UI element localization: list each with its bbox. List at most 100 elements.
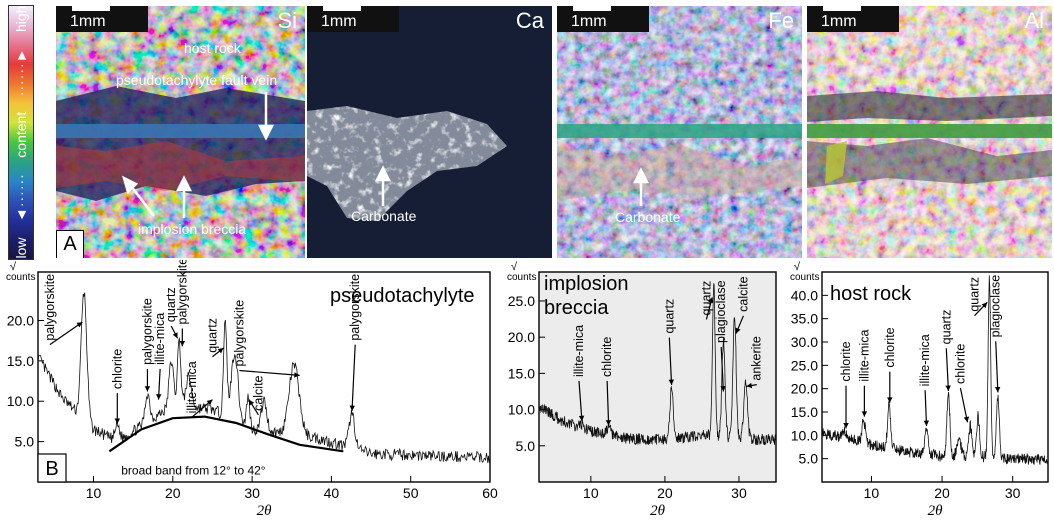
chart-title: implosion	[544, 273, 628, 295]
xrd-trace	[538, 283, 777, 446]
scale-bar: 1mm	[557, 6, 649, 32]
y-axis-label: counts	[6, 272, 35, 283]
x-tick-label: 50	[403, 485, 419, 501]
peak-arrow	[945, 348, 950, 392]
y-tick-label: 20.0	[508, 329, 535, 345]
peak-arrowhead	[294, 372, 300, 378]
peak-label: illite-mica	[918, 334, 932, 386]
y-axis-root-symbol: √	[511, 261, 518, 273]
peak-arrow	[924, 390, 928, 427]
peak-arrowhead	[735, 327, 741, 334]
peak-arrow	[668, 337, 673, 385]
y-tick-label: 15.0	[7, 353, 34, 369]
peak-label: plagioclase	[714, 280, 728, 343]
content-colorbar: low ◄······ content ······► high	[8, 5, 34, 260]
peak-arrowhead	[994, 386, 1001, 393]
peak-arrowhead	[861, 411, 868, 417]
peak-label: chlorite	[600, 337, 614, 377]
colorbar-content-label: content	[13, 111, 29, 158]
si-arrows	[122, 92, 275, 218]
peak-arrowhead	[156, 394, 162, 400]
peak-arrowhead	[114, 418, 121, 424]
peak-arrowhead	[349, 405, 355, 411]
scale-bar-label: 1mm	[821, 13, 857, 30]
peak-arrow	[606, 380, 610, 426]
peak-label: palygorskite	[348, 274, 362, 341]
scale-bar: 1mm	[307, 6, 399, 32]
peak-arrowhead	[720, 386, 726, 392]
x-tick-label: 20	[934, 485, 950, 501]
chart-title: breccia	[544, 297, 609, 319]
peak-label: illite-mica	[857, 330, 871, 382]
y-tick-label: 40.0	[791, 287, 818, 303]
y-tick-label: 5.0	[799, 451, 819, 467]
x-tick-label: 30	[244, 485, 260, 501]
peak-arrowhead	[668, 379, 675, 385]
peak-arrowhead	[206, 399, 213, 406]
peak-label: palygorskite	[175, 260, 189, 325]
element-label-ca: Ca	[515, 8, 544, 33]
colorbar-high-label: high	[13, 5, 29, 32]
x-tick-label: 60	[482, 485, 498, 501]
broad-band-curve	[108, 415, 344, 453]
peak-arrowhead	[746, 382, 753, 389]
x-axis-label: 2θ	[928, 503, 944, 519]
peak-arrowhead	[217, 347, 224, 354]
scale-bar: 1mm	[807, 6, 899, 32]
peak-arrow	[351, 344, 356, 411]
fe-arrow	[632, 167, 650, 206]
peak-label: quartz	[699, 281, 713, 316]
peak-label: chlorite	[839, 341, 853, 381]
plot-area	[37, 271, 491, 483]
x-tick-label: 40	[324, 485, 340, 501]
panel-letter-box	[37, 453, 67, 483]
y-tick-label: 35.0	[791, 311, 818, 327]
x-tick-label: 10	[583, 485, 599, 501]
peak-label: quartz	[205, 318, 219, 353]
y-axis-label: counts	[507, 272, 536, 283]
scale-bar-line	[323, 6, 361, 11]
element-label-al: Al	[1024, 8, 1044, 33]
scale-bar-line	[573, 6, 611, 11]
element-label-si: Si	[277, 8, 297, 33]
fe-element-map: 1mm Fe Carbonate	[557, 6, 802, 258]
peak-arrowhead	[248, 399, 255, 406]
peak-arrowhead	[923, 420, 930, 426]
carbonate-annotation: Carbonate	[615, 209, 681, 225]
colorbar-low-label: low	[13, 237, 29, 259]
peak-label: calcite	[251, 375, 265, 410]
peak-arrow	[959, 387, 969, 423]
xrd-trace	[821, 275, 1049, 465]
peak-label: quartz	[968, 277, 982, 312]
x-tick-label: 20	[657, 485, 673, 501]
fault-vein-annotation: pseudotachylyte fault vein	[116, 72, 278, 88]
y-tick-label: 30.0	[791, 334, 818, 350]
xrd-chart-host-rock: √counts 5.0 10.0 15.0 20.0 25.0 30.0 35.0 40.0 10…	[790, 261, 1049, 519]
scale-bar-label: 1mm	[70, 13, 106, 30]
peak-label: ankerite	[750, 336, 764, 381]
chart-title: host rock	[830, 283, 912, 305]
y-axis-root-symbol: √	[10, 261, 17, 273]
peak-label: illite-mica	[572, 325, 586, 377]
x-tick-label: 30	[731, 485, 747, 501]
y-tick-label: 5.0	[516, 438, 536, 454]
si-element-map: 1mm Si host rock pseudotachylyte fault v…	[56, 6, 305, 258]
ca-element-map: 1mm Ca Carbonate	[307, 6, 552, 258]
peak-label: quartz	[662, 299, 676, 334]
scale-bar-label: 1mm	[321, 13, 357, 30]
peak-arrowhead	[963, 416, 970, 423]
peak-label: palygorskite	[232, 300, 246, 367]
colorbar-gradient	[9, 6, 33, 259]
peak-arrowhead	[708, 297, 714, 304]
al-element-map: 1mm Al	[807, 6, 1052, 258]
peak-arrow	[995, 341, 999, 393]
peak-arrowhead	[76, 322, 83, 328]
xrd-chart-implosion-breccia: √counts 5.0 10.0 15.0 20.0 25.0 10 20 30 2θ illite…	[507, 261, 777, 519]
scale-bar-line	[823, 6, 861, 11]
y-tick-label: 20.0	[7, 312, 34, 328]
x-axis-label: 2θ	[257, 503, 273, 519]
panel-letter-b: B	[45, 458, 58, 480]
peak-arrowhead	[843, 422, 849, 429]
chart-title: pseudotachylyte	[330, 285, 475, 307]
y-tick-label: 15.0	[508, 365, 535, 381]
